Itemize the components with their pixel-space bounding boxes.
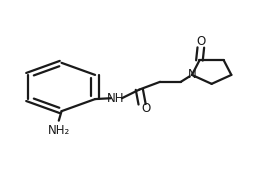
Text: O: O	[142, 102, 151, 115]
Text: NH: NH	[107, 92, 125, 105]
Text: N: N	[188, 68, 196, 81]
Text: NH₂: NH₂	[48, 124, 70, 137]
Text: O: O	[196, 35, 205, 48]
